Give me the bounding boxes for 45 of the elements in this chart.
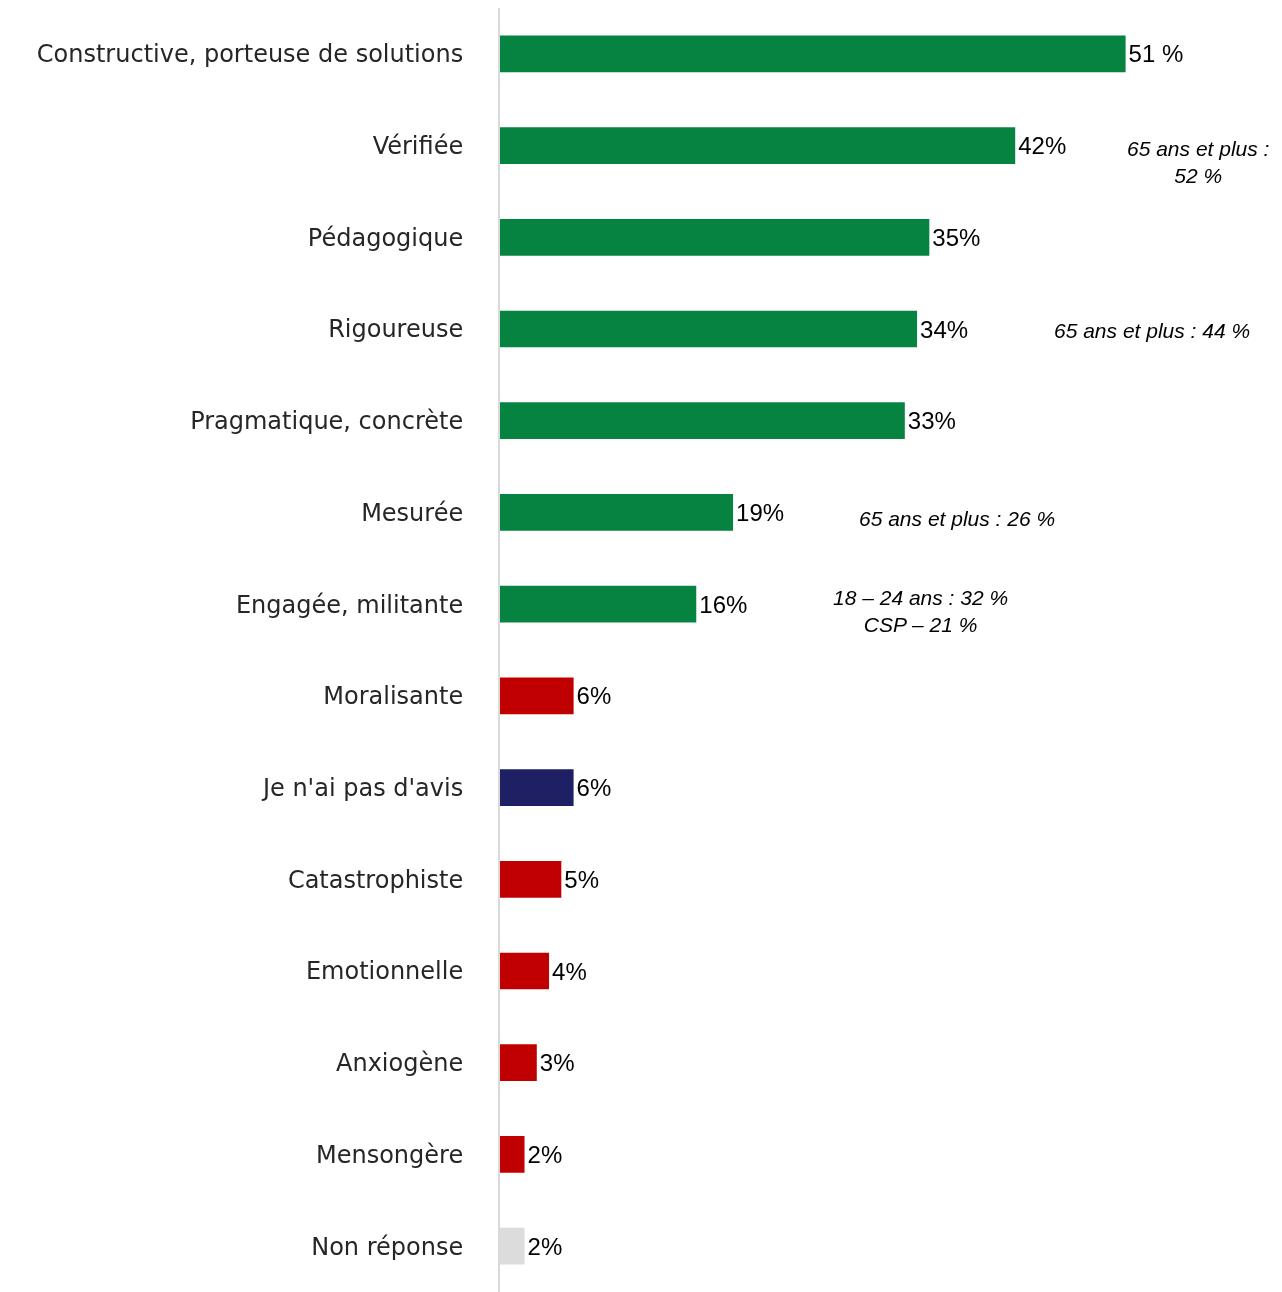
annotation: 65 ans et plus : 44 % (1054, 319, 1251, 342)
bar (500, 127, 1016, 164)
data-label: 35% (932, 223, 981, 251)
y-tick-label: Pragmatique, concrète (190, 407, 464, 436)
y-tick-label: Pédagogique (307, 223, 464, 252)
data-label: 2% (527, 1140, 563, 1168)
bar (500, 769, 574, 806)
y-tick-label: Mensongère (316, 1140, 464, 1169)
data-label: 42% (1018, 132, 1067, 160)
bar (500, 677, 574, 715)
bar (500, 952, 550, 990)
annotation: 18 – 24 ans : 32 % CSP – 21 % (833, 586, 1009, 637)
y-tick-label: Vérifiée (372, 131, 464, 160)
data-label: 3% (539, 1049, 575, 1077)
y-tick-label: Rigoureuse (328, 315, 464, 344)
data-label: 2% (527, 1232, 563, 1260)
data-label: 33% (907, 407, 956, 435)
y-tick-label: Catastrophiste (287, 865, 464, 894)
y-tick-label: Anxiogène (336, 1049, 464, 1078)
y-tick-label: Mesurée (361, 498, 464, 527)
y-tick-label: Moralisante (323, 682, 464, 711)
bar (500, 218, 930, 256)
bar (500, 1044, 537, 1082)
data-label: 19% (736, 498, 785, 526)
data-label: 4% (552, 957, 587, 985)
bar (500, 585, 697, 623)
data-label: 51 % (1128, 40, 1184, 68)
bar (500, 35, 1126, 73)
text: 65 ans et plus : 52 % (1127, 137, 1270, 188)
bar (500, 310, 918, 348)
annotation: 65 ans et plus : 26 % (859, 507, 1056, 530)
y-tick-label: Non réponse (311, 1232, 464, 1261)
data-label: 5% (564, 865, 600, 893)
y-tick-label: Emotionnelle (305, 957, 464, 986)
data-label: 34% (920, 315, 969, 343)
y-tick-label: Constructive, porteuse de solutions (36, 40, 464, 69)
data-label: 16% (699, 590, 748, 618)
y-tick-label: Engagée, militante (235, 590, 464, 619)
bar (500, 494, 734, 531)
bar (500, 860, 562, 898)
data-label: 6% (576, 774, 612, 802)
data-label: 6% (576, 682, 612, 710)
bar (500, 402, 905, 440)
y-tick-label: Je n'ai pas d'avis (260, 773, 464, 802)
bar (500, 1136, 525, 1173)
